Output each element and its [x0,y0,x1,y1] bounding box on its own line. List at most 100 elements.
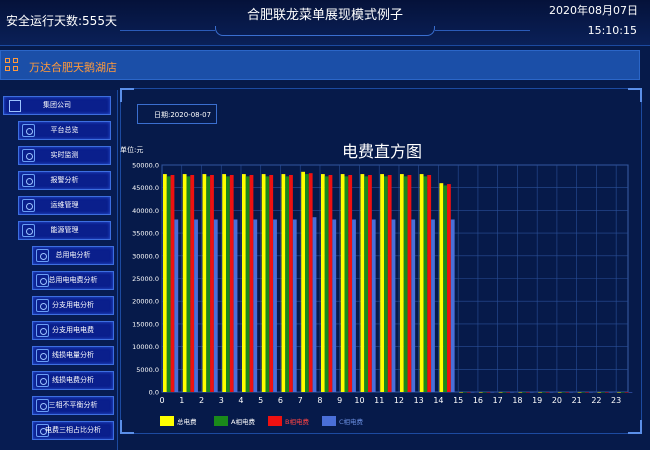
y-tick-label: 35000.0 [132,230,159,238]
bar-3-17 [510,392,514,393]
y-tick-label: 15000.0 [132,320,159,328]
bar-1-14 [443,185,448,392]
date-filter-label: 日期:2020-08-07 [154,111,212,119]
date-filter[interactable]: 日期:2020-08-07 [137,104,217,124]
bar-1-11 [384,176,388,392]
bar-1-23 [620,392,625,393]
bar-0-10 [360,174,365,392]
bar-1-13 [423,176,428,392]
y-tick-label: 20000.0 [132,298,159,306]
x-tick-label: 14 [433,396,443,405]
bar-2-12 [407,174,412,392]
sidebar-item-group[interactable]: 集团公司 [3,96,111,115]
sidebar-subitem-branch-cost[interactable]: 分支用电电费 [32,321,114,340]
safe-days-counter: 安全运行天数:555天 [6,14,117,28]
legend-label: B相电费 [285,417,309,426]
sidebar-item-label: 线损电量分析 [52,351,94,359]
bar-1-5 [265,176,270,392]
bar-0-4 [241,174,246,392]
bar-2-15 [466,392,471,393]
bar-0-6 [281,174,286,392]
sidebar-item-label: 分支用电电费 [52,326,94,334]
x-tick-label: 6 [278,396,283,405]
sidebar-item-monitoring[interactable]: 实时监测 [18,146,111,165]
sidebar-subitem-unbalance[interactable]: 三相不平衡分析 [32,396,114,415]
bar-2-0 [170,174,175,392]
bar-0-21 [577,392,582,393]
grid-menu-icon[interactable] [5,58,19,72]
sidebar-subitem-line-loss-cost[interactable]: 线损电费分析 [32,371,114,390]
bar-1-4 [245,176,250,392]
sidebar-subitem-total-power[interactable]: 总用电分析 [32,246,114,265]
x-tick-label: 18 [512,396,522,405]
sidebar: 集团公司 平台总览 实时监测 报警分析 运维管理 能源管理 总用电分析 总用电电… [0,90,118,450]
y-tick-label: 5000.0 [136,366,159,374]
bar-2-20 [565,392,570,393]
panel-corner [120,88,134,102]
bar-0-13 [419,174,424,392]
bar-1-22 [601,392,606,393]
bar-1-15 [462,392,467,393]
bar-2-6 [289,174,293,392]
store-name[interactable]: 万达合肥天鹅湖店 [29,61,117,74]
bar-2-3 [229,174,234,392]
bar-2-16 [486,392,491,393]
bar-0-7 [301,171,306,392]
chart-svg: 电费直方图 单位:元 0.0 5000.0 10000.0 15000.0 20000.… [120,142,633,426]
sidebar-item-label: 运维管理 [50,201,79,209]
sidebar-subitem-line-loss[interactable]: 线损电量分析 [32,346,114,365]
bar-2-8 [328,174,333,392]
sidebar-item-maintenance[interactable]: 运维管理 [18,196,111,215]
chart-icon [36,349,49,362]
bar-3-10 [371,219,376,392]
chart-icon [36,249,49,262]
cost-histogram: 电费直方图 单位:元 0.0 5000.0 10000.0 15000.0 20000.… [120,130,640,440]
bar-3-22 [608,392,613,393]
x-tick-label: 4 [238,396,243,405]
sidebar-subitem-phase-ratio[interactable]: 电费三相占比分析 [32,421,114,440]
sidebar-item-label: 平台总览 [50,126,79,134]
bar-3-14 [450,219,455,392]
bar-2-1 [190,174,195,392]
sidebar-item-alarm[interactable]: 报警分析 [18,171,111,190]
bar-1-16 [482,392,487,393]
bar-3-23 [628,392,633,393]
chart-title: 电费直方图 [342,142,422,161]
x-tick-label: 5 [258,396,263,405]
x-tick-label: 21 [572,396,582,405]
bar-2-14 [447,184,451,392]
bar-3-6 [292,219,297,392]
bar-1-9 [344,176,349,392]
x-tick-label: 22 [591,396,601,405]
sidebar-subitem-total-cost[interactable]: 总用电电费分析 [32,271,114,290]
bar-1-2 [206,176,211,392]
bar-3-21 [589,392,593,393]
x-tick-label: 10 [354,396,364,405]
bar-0-20 [557,392,562,393]
bar-2-21 [585,392,590,393]
sidebar-item-energy[interactable]: 能源管理 [18,221,111,240]
sidebar-item-label: 集团公司 [43,101,71,109]
bar-0-12 [399,174,404,392]
module-icon [22,224,35,237]
bar-1-0 [166,176,171,392]
bar-0-2 [202,174,207,392]
x-tick-label: 1 [179,396,184,405]
chart-icon [36,374,49,387]
bar-2-13 [427,174,432,392]
panel-corner [628,88,642,102]
x-tick-label: 11 [374,396,384,405]
bar-0-8 [320,174,325,392]
legend-label: C相电费 [339,417,364,426]
legend-swatch [322,416,336,426]
sidebar-item-overview[interactable]: 平台总览 [18,121,111,140]
x-tick-label: 8 [317,396,322,405]
sidebar-subitem-branch-power[interactable]: 分支用电分析 [32,296,114,315]
bar-0-15 [459,392,463,393]
bar-3-7 [312,217,317,392]
sidebar-item-label: 三相不平衡分析 [48,401,98,409]
bar-3-13 [431,219,435,392]
x-tick-label: 3 [219,396,224,405]
sidebar-item-label: 总用电电费分析 [48,276,98,284]
chart-icon [36,324,49,337]
